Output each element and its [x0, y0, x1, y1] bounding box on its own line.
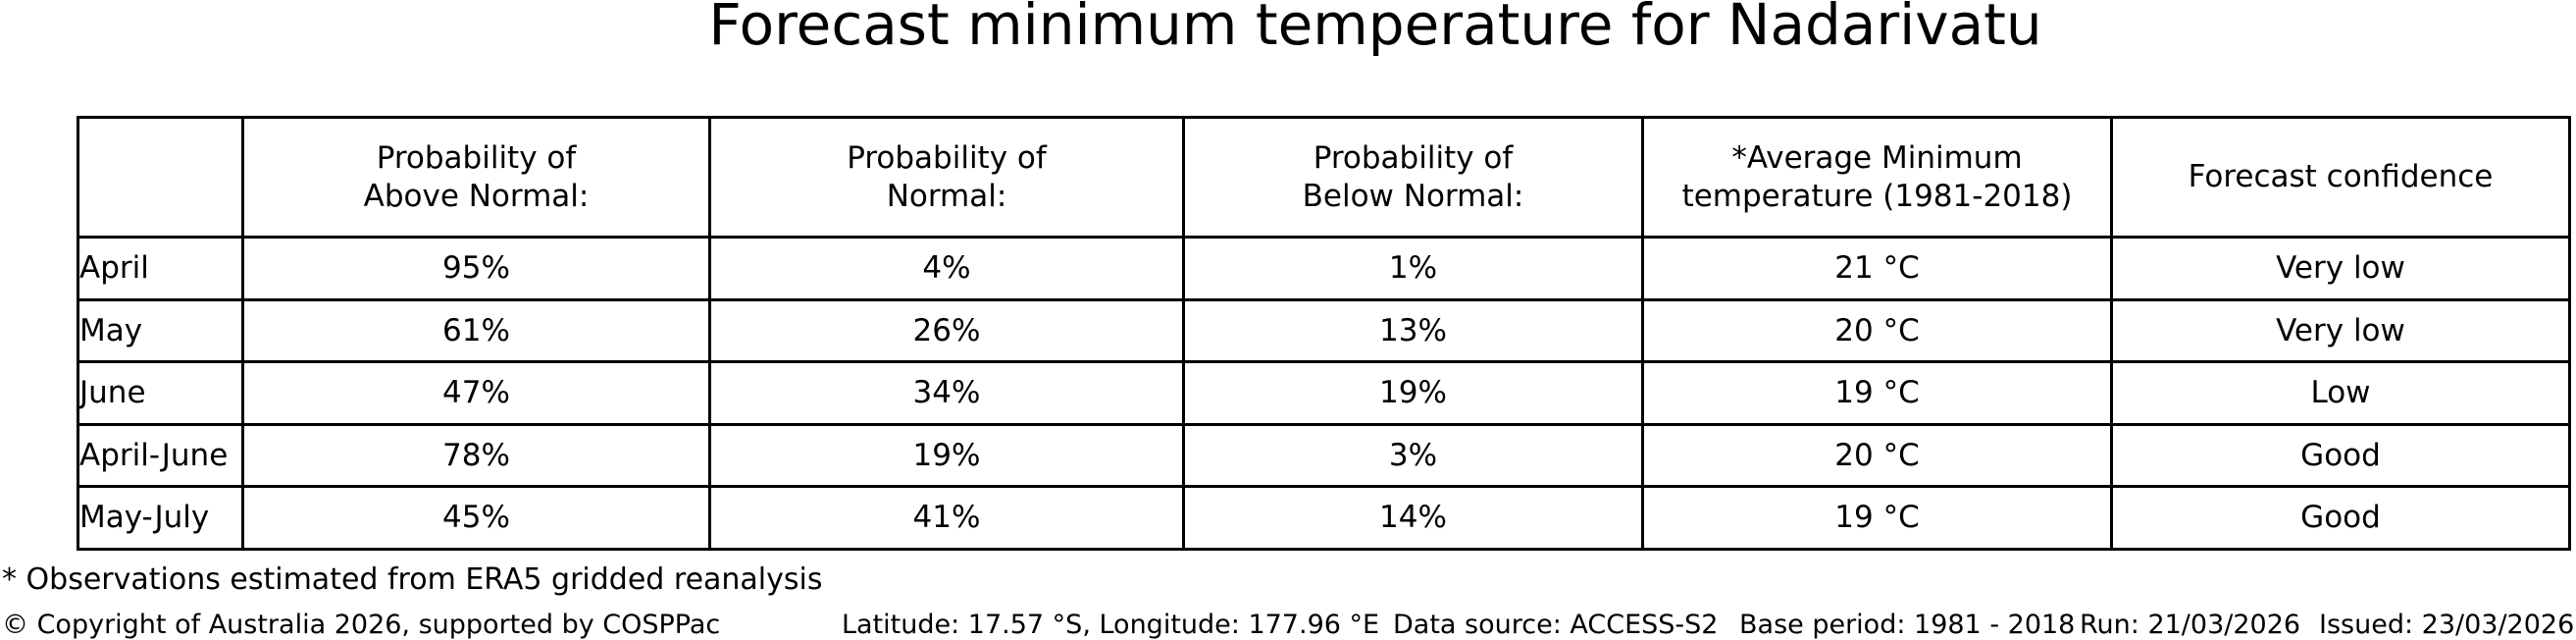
header-line: Probability of — [376, 139, 577, 176]
header-line: Below Normal: — [1302, 178, 1524, 214]
header-line: Forecast confidence — [2188, 159, 2494, 194]
col-header-above-normal: Probability of Above Normal: — [241, 116, 711, 239]
average-minimum-cell: 21 °C — [1641, 236, 2113, 301]
header-text: Forecast confidence — [2113, 158, 2568, 196]
header-text: Probability of Below Normal: — [1185, 139, 1641, 216]
above-normal-cell: 47% — [241, 360, 711, 426]
header-text: Probability of Above Normal: — [244, 139, 708, 216]
above-normal-cell: 45% — [241, 485, 711, 551]
below-normal-cell: 14% — [1182, 485, 1644, 551]
run-date-text: Run: 21/03/2026 — [2080, 610, 2301, 640]
table-row: June 47% 34% 19% 19 °C Low — [77, 360, 2571, 426]
month-cell: May — [77, 297, 244, 363]
col-header-normal: Probability of Normal: — [708, 116, 1185, 239]
table-row: April-June 78% 19% 3% 20 °C Good — [77, 422, 2571, 488]
table-row: May 61% 26% 13% 20 °C Very low — [77, 297, 2571, 363]
issued-date-text: Issued: 23/03/2026 — [2319, 610, 2575, 640]
below-normal-cell: 13% — [1182, 297, 1644, 363]
col-header-forecast-confidence: Forecast confidence — [2110, 116, 2571, 239]
month-cell: June — [77, 360, 244, 426]
table-row: May-July 45% 41% 14% 19 °C Good — [77, 485, 2571, 551]
above-normal-cell: 78% — [241, 422, 711, 488]
col-header-average-minimum: *Average Minimum temperature (1981-2018) — [1641, 116, 2113, 239]
below-normal-cell: 3% — [1182, 422, 1644, 488]
data-source-text: Data source: ACCESS-S2 — [1393, 610, 1719, 640]
average-minimum-cell: 20 °C — [1641, 422, 2113, 488]
latitude-longitude-text: Latitude: 17.57 °S, Longitude: 177.96 °E — [842, 610, 1380, 640]
above-normal-cell: 95% — [241, 236, 711, 301]
footnote: * Observations estimated from ERA5 gridd… — [2, 562, 823, 597]
average-minimum-cell: 19 °C — [1641, 485, 2113, 551]
above-normal-cell: 61% — [241, 297, 711, 363]
below-normal-cell: 19% — [1182, 360, 1644, 426]
below-normal-cell: 1% — [1182, 236, 1644, 301]
table-row: April 95% 4% 1% 21 °C Very low — [77, 236, 2571, 301]
normal-cell: 34% — [708, 360, 1185, 426]
confidence-cell: Good — [2110, 422, 2571, 488]
month-cell: April — [77, 236, 244, 301]
header-line: temperature (1981-2018) — [1681, 178, 2073, 214]
base-period-text: Base period: 1981 - 2018 — [1739, 610, 2076, 640]
normal-cell: 26% — [708, 297, 1185, 363]
month-cell: May-July — [77, 485, 244, 551]
header-line: Probability of — [847, 139, 1047, 176]
confidence-cell: Very low — [2110, 297, 2571, 363]
confidence-cell: Very low — [2110, 236, 2571, 301]
copyright-text: © Copyright of Australia 2026, supported… — [2, 610, 721, 640]
average-minimum-cell: 19 °C — [1641, 360, 2113, 426]
month-cell: April-June — [77, 422, 244, 488]
confidence-cell: Good — [2110, 485, 2571, 551]
forecast-table: Probability of Above Normal: Probability… — [77, 116, 2571, 551]
header-line: *Average Minimum — [1731, 139, 2023, 176]
col-header-below-normal: Probability of Below Normal: — [1182, 116, 1644, 239]
header-text: Probability of Normal: — [711, 139, 1182, 216]
normal-cell: 19% — [708, 422, 1185, 488]
normal-cell: 4% — [708, 236, 1185, 301]
normal-cell: 41% — [708, 485, 1185, 551]
header-text: *Average Minimum temperature (1981-2018) — [1644, 139, 2110, 216]
header-row: Probability of Above Normal: Probability… — [77, 116, 2571, 239]
page-title: Forecast minimum temperature for Nadariv… — [708, 0, 2042, 58]
confidence-cell: Low — [2110, 360, 2571, 426]
average-minimum-cell: 20 °C — [1641, 297, 2113, 363]
header-line: Above Normal: — [363, 178, 590, 214]
header-line: Probability of — [1313, 139, 1514, 176]
header-corner-empty — [77, 116, 244, 239]
header-line: Normal: — [886, 178, 1007, 214]
